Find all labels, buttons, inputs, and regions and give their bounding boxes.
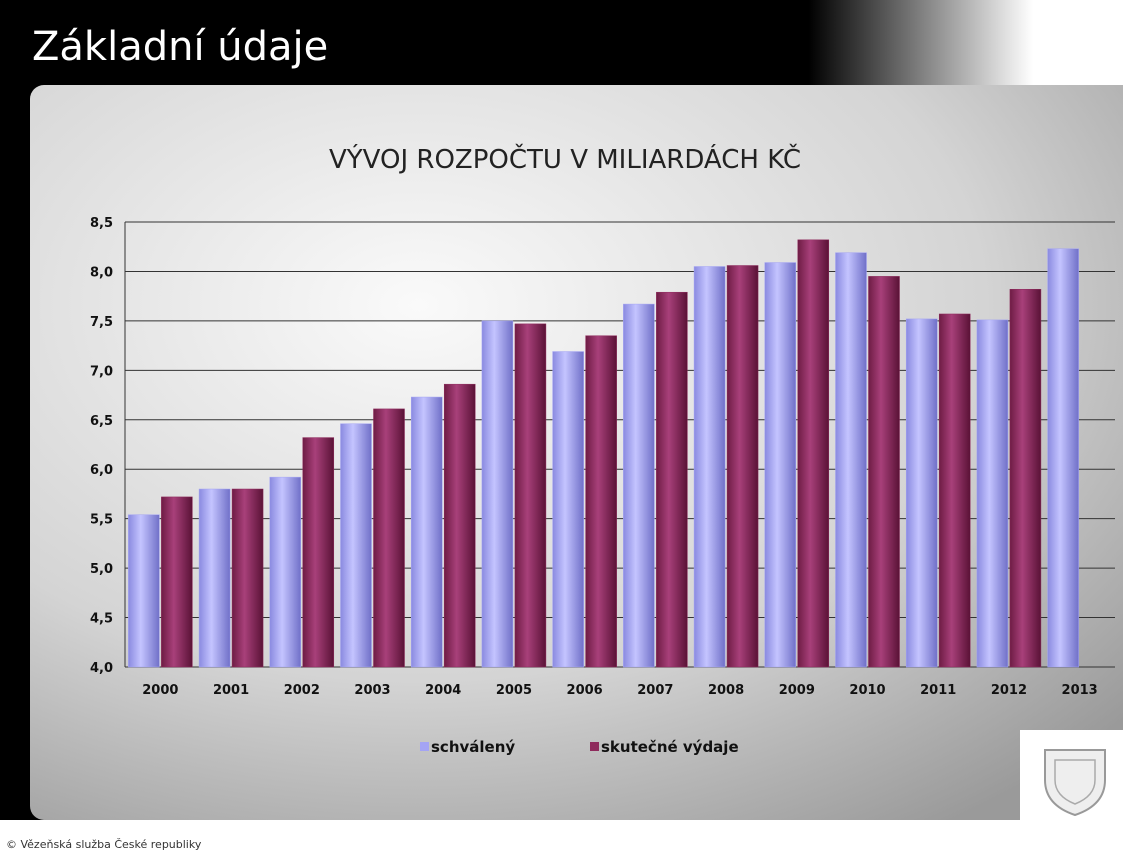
x-tick-label: 2000 — [142, 683, 178, 698]
bar — [1009, 288, 1042, 668]
bar — [693, 266, 726, 668]
x-tick-label: 2001 — [213, 683, 249, 698]
bar — [443, 383, 476, 668]
bar — [835, 252, 867, 668]
bar — [868, 276, 900, 668]
footer: © Vězeňská služba České republiky — [6, 838, 202, 851]
x-tick-label: 2008 — [708, 683, 744, 698]
x-tick-label: 2004 — [425, 683, 461, 698]
y-tick-label: 5,0 — [90, 562, 113, 577]
y-tick-label: 4,0 — [90, 661, 113, 676]
bar — [514, 323, 547, 668]
bar — [340, 423, 372, 668]
y-tick-label: 6,0 — [90, 463, 113, 478]
bar — [481, 320, 514, 668]
bar — [797, 239, 830, 668]
x-tick-label: 2013 — [1062, 683, 1098, 698]
bar — [764, 262, 797, 668]
bar — [1047, 248, 1079, 668]
bar — [269, 476, 302, 668]
x-tick-label: 2005 — [496, 683, 532, 698]
bar — [905, 318, 938, 668]
x-tick-label: 2003 — [354, 683, 390, 698]
y-tick-label: 4,5 — [90, 612, 113, 627]
bar — [128, 514, 160, 668]
bar — [726, 265, 759, 668]
bar — [373, 408, 405, 668]
bar — [656, 291, 688, 668]
y-tick-label: 6,5 — [90, 414, 113, 429]
y-tick-label: 8,0 — [90, 265, 113, 280]
bar — [161, 496, 193, 668]
x-tick-label: 2009 — [779, 683, 815, 698]
bar — [938, 313, 971, 668]
legend-swatch — [590, 742, 599, 751]
y-tick-label: 8,5 — [90, 216, 113, 231]
bar — [231, 488, 264, 668]
x-tick-label: 2007 — [637, 683, 673, 698]
y-tick-label: 7,5 — [90, 315, 113, 330]
bar — [198, 488, 231, 668]
bar — [623, 303, 655, 668]
bar — [302, 437, 335, 668]
bar — [552, 351, 584, 668]
x-tick-label: 2006 — [567, 683, 603, 698]
x-tick-label: 2010 — [849, 683, 885, 698]
logo — [1020, 730, 1123, 820]
y-tick-label: 7,0 — [90, 364, 113, 379]
x-tick-label: 2002 — [284, 683, 320, 698]
y-tick-label: 5,5 — [90, 513, 113, 528]
legend-label: schválený — [431, 738, 515, 756]
bar — [410, 396, 443, 668]
bar — [585, 335, 617, 668]
legend-label: skutečné výdaje — [601, 738, 739, 756]
chart-title: VÝVOJ ROZPOČTU V MILIARDÁCH KČ — [329, 143, 801, 175]
legend-swatch — [420, 742, 429, 751]
bar — [976, 319, 1009, 668]
x-tick-label: 2011 — [920, 683, 956, 698]
x-tick-label: 2012 — [991, 683, 1027, 698]
footer-band — [0, 820, 1123, 854]
slide-title: Základní údaje — [32, 24, 328, 70]
